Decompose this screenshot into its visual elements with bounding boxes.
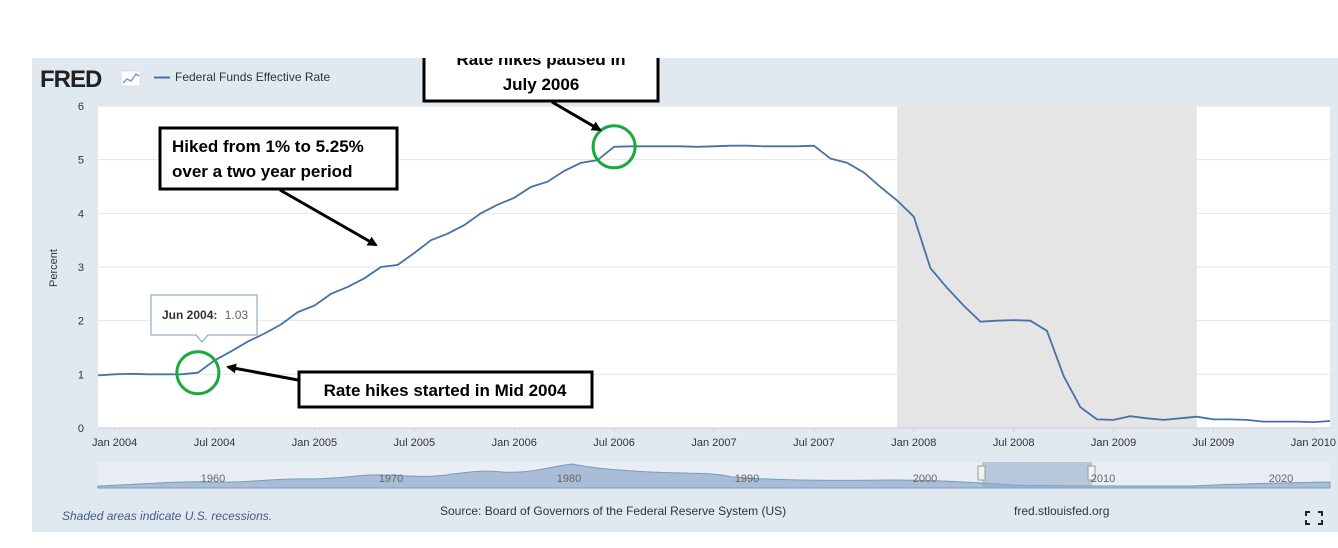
annotation-hike-range-line2: over a two year period [172, 162, 352, 181]
x-tick-label: Jul 2009 [1193, 437, 1235, 449]
tooltip-date: Jun 2004: [162, 308, 217, 322]
annotation-hike-range: Hiked from 1% to 5.25% over a two year p… [158, 126, 399, 191]
y-tick-label: 6 [78, 101, 84, 113]
annotation-hike-range-line1: Hiked from 1% to 5.25% [172, 137, 364, 156]
x-tick-label: Jan 2007 [691, 437, 736, 449]
arrow-hike-start [226, 363, 299, 382]
site-link[interactable]: fred.stlouisfed.org [1014, 504, 1109, 518]
navigator-year-label: 1960 [201, 473, 225, 485]
svg-text:Jun 2004: 1.03: Jun 2004: 1.03 [162, 308, 248, 322]
x-tick-label: Jan 2008 [891, 437, 936, 449]
arrow-hike-range [279, 188, 378, 247]
navigator-year-label: 1970 [379, 473, 403, 485]
navigator-year-label: 1990 [735, 473, 759, 485]
navigator-selected-range[interactable] [982, 462, 1092, 488]
navigator-year-label: 2020 [1269, 473, 1293, 485]
fullscreen-icon[interactable] [1305, 511, 1323, 525]
annotation-hike-start: Rate hikes started in Mid 2004 [297, 370, 594, 409]
y-tick-label: 4 [78, 208, 84, 220]
highlight-circle-hike-pause [591, 124, 637, 170]
navigator-year-label: 2010 [1091, 473, 1115, 485]
y-axis: 0 1 2 3 4 5 6 [78, 101, 84, 435]
y-axis-label: Percent [48, 249, 60, 287]
navigator-series-area [97, 463, 1331, 489]
arrow-hike-pause [551, 100, 602, 132]
tooltip-value: 1.03 [225, 308, 249, 322]
gridlines [98, 105, 1330, 429]
x-tick-label: Jul 2007 [793, 437, 835, 449]
x-tick-label: Jan 2009 [1091, 437, 1136, 449]
x-tick-label: Jan 2010 [1291, 437, 1336, 449]
annotation-hike-pause-line1: Rate hikes paused in [456, 58, 625, 69]
navigator-left-handle[interactable] [977, 465, 986, 481]
source-text: Source: Board of Governors of the Federa… [440, 504, 786, 518]
x-tick-label: Jul 2006 [593, 437, 635, 449]
x-tick-label: Jul 2008 [993, 437, 1035, 449]
y-tick-label: 0 [78, 423, 84, 435]
recession-note: Shaded areas indicate U.S. recessions. [62, 509, 272, 523]
y-tick-label: 3 [78, 262, 84, 274]
chart-frame: FRED Federal Funds Effective Rate 0 1 2 3 4 5… [32, 58, 1338, 532]
navigator[interactable]: 1960 1970 1980 1990 2000 2010 2020 [97, 462, 1331, 489]
x-tick-label: Jan 2005 [292, 437, 337, 449]
x-tick-label: Jul 2005 [394, 437, 436, 449]
annotation-hike-pause-line2: July 2006 [503, 75, 580, 94]
fred-logo[interactable]: FRED [40, 66, 103, 93]
annotation-hike-start-text: Rate hikes started in Mid 2004 [324, 381, 567, 400]
highlight-circle-hike-start [175, 350, 221, 396]
y-tick-label: 2 [78, 316, 84, 328]
y-tick-label: 1 [78, 369, 84, 381]
navigator-right-handle[interactable] [1087, 465, 1096, 481]
navigator-year-label: 1980 [557, 473, 581, 485]
tooltip: Jun 2004: 1.03 [150, 294, 258, 343]
x-axis: Jan 2004 Jul 2004 Jan 2005 Jul 2005 Jan 2006… [92, 428, 1336, 449]
chart-svg: FRED Federal Funds Effective Rate 0 1 2 3 4 5… [40, 58, 1336, 525]
navigator-year-labels: 1960 1970 1980 1990 2000 2010 2020 [201, 473, 1293, 485]
navigator-year-label: 2000 [913, 473, 937, 485]
legend-label[interactable]: Federal Funds Effective Rate [175, 70, 331, 84]
fred-logo-chart-icon [120, 70, 141, 87]
x-tick-label: Jul 2004 [194, 437, 236, 449]
x-tick-label: Jan 2006 [492, 437, 537, 449]
annotation-hike-pause: Rate hikes paused in July 2006 [422, 58, 660, 103]
series-line-fed-funds-rate[interactable] [97, 144, 1331, 424]
x-tick-label: Jan 2004 [92, 437, 137, 449]
y-tick-label: 5 [78, 155, 84, 167]
